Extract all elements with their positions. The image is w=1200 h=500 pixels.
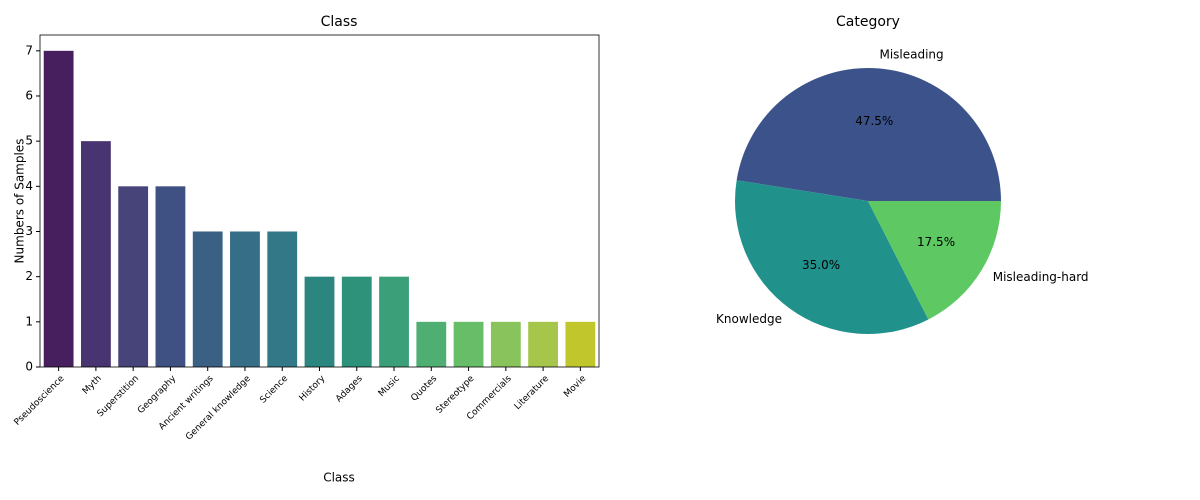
pie-slice [868,201,1001,320]
x-tick-label: Myth [81,374,104,397]
bar [341,276,372,367]
chart-title: Class [321,14,358,30]
y-tick-label: 6 [25,88,33,102]
x-axis-label: Class [323,471,355,485]
bar [118,186,149,367]
slice-label: Misleading [879,48,943,62]
value-label: 17.5% [917,235,955,249]
x-tick-label: General knowledge [184,373,253,442]
x-tick-label: Science [258,373,290,405]
x-tick-label: Literature [513,373,552,412]
bar [453,321,484,367]
bar [155,186,186,367]
x-tick-label: Music [377,374,402,399]
bar [490,321,521,367]
chart-title: Category [836,14,900,30]
plot-frame [39,34,600,368]
y-tick-label: 1 [25,314,33,328]
slice-label: Knowledge [716,312,782,326]
bar [192,231,223,367]
pie-slice [736,67,1001,201]
bar [416,321,447,367]
x-tick-label: History [298,373,328,403]
y-tick-label: 0 [25,360,33,374]
x-tick-label: Adages [334,374,365,405]
x-tick-label: Movie [562,373,588,399]
bar [230,231,260,367]
slice-label: Misleading-hard [993,270,1089,284]
value-label: 47.5% [855,114,893,128]
bar [379,276,409,367]
y-tick-label: 2 [25,269,33,283]
value-label: 35.0% [802,258,840,272]
pie-slice [735,180,929,335]
bar [80,141,111,367]
y-axis-label: Numbers of Samples [13,139,27,264]
bar [43,50,74,368]
x-tick-label: Pseudoscience [13,374,67,428]
bar [304,276,335,367]
y-tick-label: 7 [25,43,33,57]
bar [267,231,298,367]
bar [565,321,596,367]
y-tick-label: 4 [25,179,33,193]
x-tick-label: Quotes [409,374,439,404]
bar [528,321,559,367]
y-tick-label: 3 [25,224,33,238]
y-tick-label: 5 [25,134,33,148]
